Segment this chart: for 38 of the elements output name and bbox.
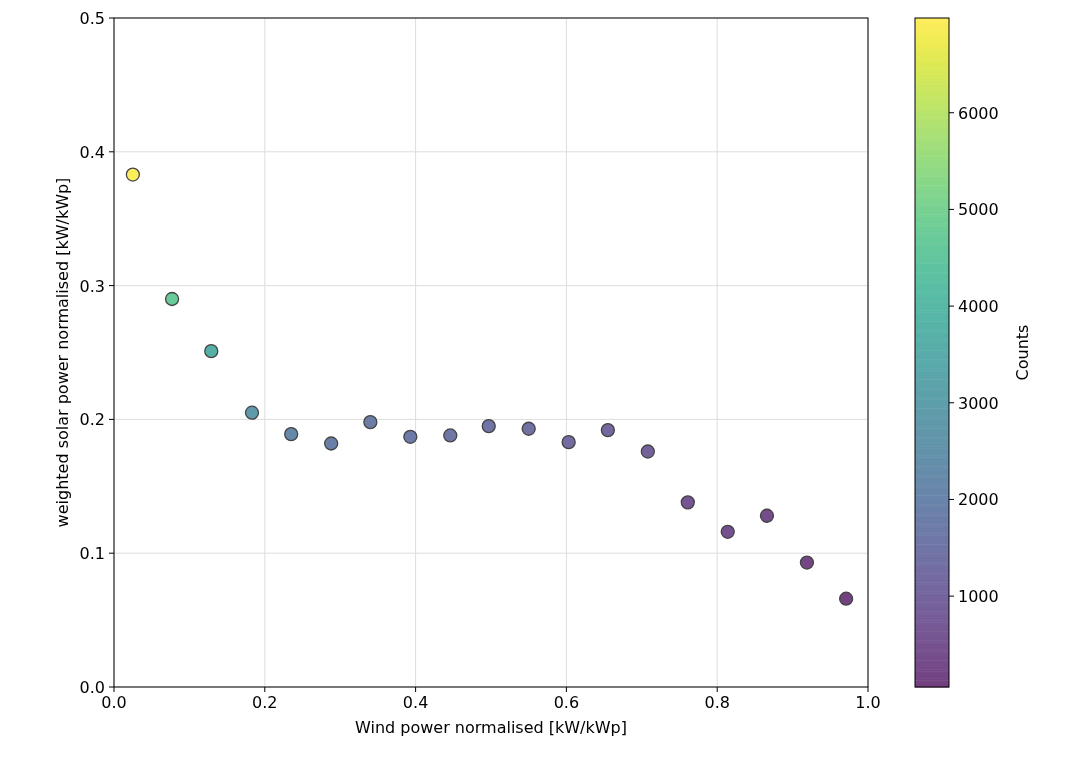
color-bar-label: 1000 [958,587,999,607]
x-axis-title: Wind power normalised [kW/kWp] [355,718,627,737]
point [363,414,378,430]
point [244,405,260,420]
point [640,444,655,459]
color-bar-label: 4000 [958,297,999,317]
point [680,495,695,510]
point [443,428,458,443]
point [600,422,616,438]
point [838,591,854,606]
point [521,421,536,436]
y-tick-label: 0.3 [79,276,105,296]
x-tick-label: 0.2 [252,693,278,712]
point [759,508,775,523]
point [799,555,815,570]
y-tick-label: 0.1 [79,544,105,564]
y-tick-label: 0.4 [79,142,105,162]
y-tick-label: 0.2 [79,410,105,430]
point [284,426,299,442]
x-tick-label: 0.4 [402,693,429,712]
point [164,291,180,307]
x-tick-label: 1.0 [855,693,881,712]
color-bar-label: 3000 [958,393,999,413]
color-bar-label: 2000 [958,490,999,510]
point [324,436,339,451]
x-tick-label: 0.8 [704,693,730,712]
point [720,524,735,539]
point [125,167,140,182]
point [481,418,496,434]
color-bar-label: 6000 [958,103,999,123]
color-bar-title: Counts [1013,324,1032,381]
color-bar-label: 5000 [958,200,999,220]
x-tick-label: 0.6 [553,693,580,712]
y-tick-label: 0.5 [79,9,105,28]
y-axis-title: weighted solar power normalised [kW/kWp] [53,177,72,528]
point [204,344,219,359]
point [403,429,418,444]
point [561,435,576,450]
